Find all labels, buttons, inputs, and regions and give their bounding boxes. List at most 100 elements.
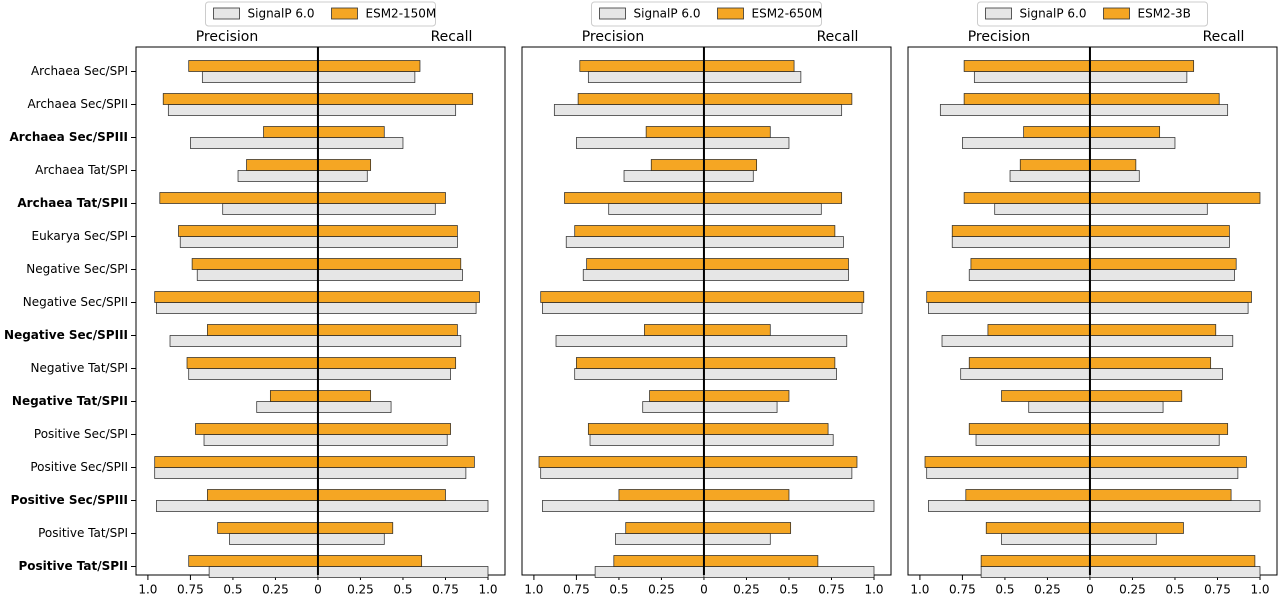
recall-bar — [317, 93, 474, 105]
recall-bar — [317, 401, 392, 413]
precision-bar — [162, 93, 319, 105]
precision-bar — [951, 236, 1091, 248]
precision-bar — [229, 533, 319, 545]
recall-bar — [317, 291, 480, 303]
recall-bar — [1089, 104, 1229, 116]
x-tick-label: 0.25 — [733, 583, 760, 597]
recall-bar — [703, 357, 836, 369]
x-tick-label: 1.0 — [524, 583, 543, 597]
precision-bar — [926, 291, 1091, 303]
recall-bar — [317, 489, 446, 501]
y-tick-label: Positive Tat/SPII — [18, 559, 128, 573]
recall-bar — [703, 500, 875, 512]
x-tick-label: 0.25 — [347, 583, 374, 597]
precision-bar — [256, 401, 319, 413]
precision-bar — [574, 368, 705, 380]
precision-bar — [237, 170, 319, 182]
x-tick-label: 0.5 — [1165, 583, 1184, 597]
precision-bar — [188, 60, 319, 72]
precision-bar — [587, 71, 705, 83]
recall-bar — [1089, 159, 1137, 171]
legend-swatch — [599, 7, 626, 20]
precision-bar — [1023, 126, 1091, 138]
y-tick-label: Negative Sec/SPI — [26, 262, 128, 276]
recall-bar — [703, 401, 778, 413]
y-tick-label: Positive Tat/SPI — [38, 526, 128, 540]
right-label: Recall — [1203, 29, 1245, 45]
precision-bar — [269, 390, 319, 402]
recall-bar — [1089, 192, 1261, 204]
recall-bar — [317, 159, 372, 171]
legend-swatch — [213, 7, 240, 20]
precision-bar — [968, 423, 1091, 435]
recall-bar — [1089, 368, 1223, 380]
y-tick-label: Positive Sec/SPI — [34, 427, 128, 441]
precision-bar — [159, 192, 319, 204]
y-tick-label: Archaea Sec/SPII — [27, 97, 128, 111]
precision-bar — [246, 159, 319, 171]
recall-bar — [317, 203, 436, 215]
recall-bar — [1089, 302, 1249, 314]
y-tick-label: Positive Sec/SPIII — [11, 493, 128, 507]
precision-bar — [965, 489, 1091, 501]
recall-bar — [703, 456, 858, 468]
y-tick-label: Positive Sec/SPII — [30, 460, 128, 474]
precision-bar — [642, 401, 705, 413]
recall-bar — [1089, 390, 1183, 402]
y-tick-label: Negative Sec/SPIII — [4, 328, 128, 342]
legend-swatch — [1103, 7, 1130, 20]
recall-bar — [1089, 324, 1217, 336]
precision-bar — [608, 203, 705, 215]
precision-bar — [169, 335, 319, 347]
recall-bar — [703, 324, 771, 336]
precision-bar — [222, 203, 319, 215]
recall-bar — [703, 93, 853, 105]
y-tick-label: Archaea Tat/SPII — [17, 196, 128, 210]
recall-bar — [317, 555, 423, 567]
recall-bar — [317, 236, 458, 248]
recall-bar — [703, 126, 771, 138]
recall-bar — [703, 489, 790, 501]
precision-bar — [538, 456, 705, 468]
legend-swatch — [717, 7, 744, 20]
x-tick-label: 0.75 — [563, 583, 590, 597]
recall-bar — [703, 269, 849, 281]
recall-bar — [703, 137, 790, 149]
recall-bar — [1089, 533, 1157, 545]
recall-bar — [703, 566, 875, 578]
legend-box — [591, 1, 822, 27]
precision-bar — [951, 225, 1091, 237]
x-tick-label: 1.0 — [1250, 583, 1269, 597]
precision-bar — [154, 467, 319, 479]
precision-bar — [263, 126, 319, 138]
recall-bar — [1089, 236, 1230, 248]
precision-bar — [576, 357, 705, 369]
right-label: Recall — [817, 29, 859, 45]
recall-bar — [703, 170, 754, 182]
recall-bar — [1089, 60, 1195, 72]
precision-bar — [618, 489, 705, 501]
y-tick-label: Eukarya Sec/SPI — [31, 229, 128, 243]
recall-bar — [317, 357, 457, 369]
recall-bar — [1089, 566, 1261, 578]
left-label: Precision — [196, 29, 258, 45]
recall-bar — [1089, 423, 1229, 435]
right-label: Recall — [431, 29, 473, 45]
recall-bar — [1089, 434, 1220, 446]
x-tick-label: 0.5 — [995, 583, 1014, 597]
recall-bar — [1089, 500, 1261, 512]
legend-label: ESM2-650M — [752, 7, 823, 21]
recall-bar — [1089, 291, 1252, 303]
precision-bar — [188, 555, 319, 567]
precision-bar — [582, 269, 705, 281]
x-tick-label: 0.25 — [262, 583, 289, 597]
precision-bar — [178, 225, 319, 237]
recall-bar — [317, 566, 489, 578]
precision-bar — [201, 71, 319, 83]
recall-bar — [703, 71, 802, 83]
recall-bar — [317, 302, 477, 314]
precision-bar — [564, 192, 705, 204]
precision-bar — [207, 324, 319, 336]
precision-bar — [926, 467, 1091, 479]
precision-bar — [565, 236, 705, 248]
